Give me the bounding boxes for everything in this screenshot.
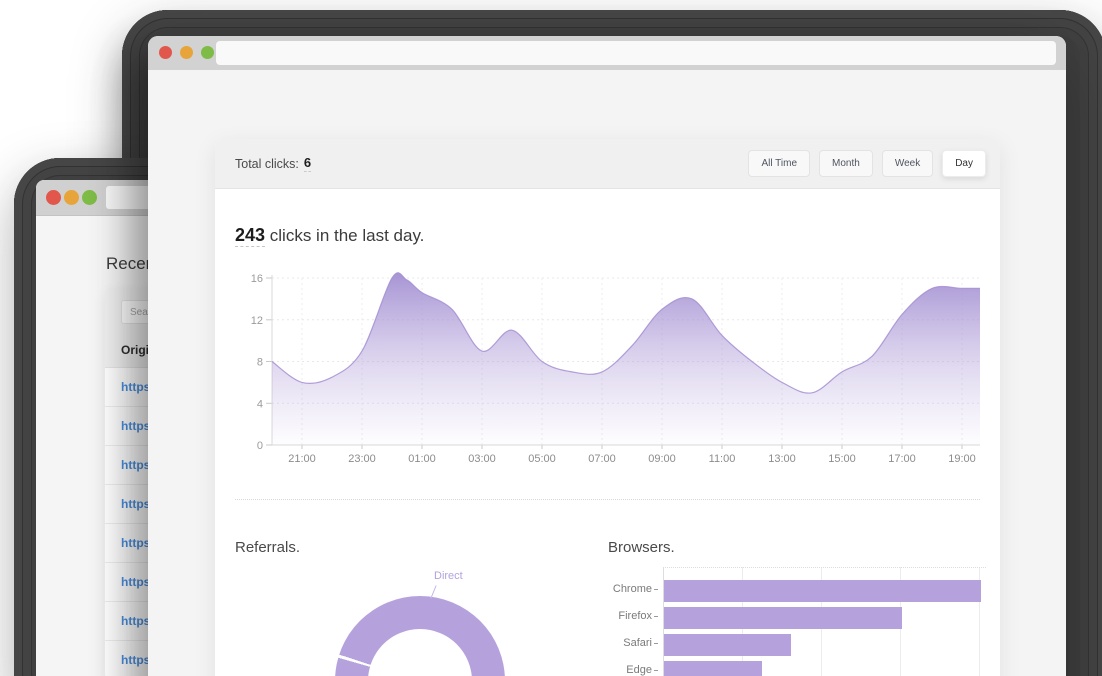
- svg-text:01:00: 01:00: [408, 453, 436, 465]
- stats-card-header: Total clicks: 6 All Time Month Week Day: [215, 139, 1000, 189]
- svg-text:11:00: 11:00: [709, 453, 736, 465]
- front-browser-window: Total clicks: 6 All Time Month Week Day 243…: [148, 36, 1066, 676]
- minimize-button[interactable]: [180, 46, 193, 59]
- svg-text:19:00: 19:00: [948, 453, 976, 465]
- maximize-button[interactable]: [201, 46, 214, 59]
- bar-chrome: [664, 580, 981, 602]
- total-clicks-label: Total clicks:: [235, 156, 299, 171]
- svg-text:8: 8: [257, 357, 263, 369]
- browsers-section-title: Browsers.: [608, 539, 675, 556]
- svg-text:17:00: 17:00: [888, 453, 916, 465]
- bar-label-chrome: Chrome: [548, 583, 658, 595]
- clicks-headline-number: 243: [235, 225, 266, 247]
- range-button-all-time[interactable]: All Time: [748, 150, 811, 177]
- bar-firefox: [664, 607, 902, 629]
- section-divider: [235, 499, 980, 500]
- close-button[interactable]: [46, 190, 61, 205]
- svg-text:13:00: 13:00: [768, 453, 796, 465]
- bar-label-edge: Edge: [548, 664, 658, 676]
- url-bar[interactable]: [216, 41, 1056, 65]
- svg-text:15:00: 15:00: [828, 453, 856, 465]
- referrals-section-title: Referrals.: [235, 539, 301, 556]
- svg-text:05:00: 05:00: [528, 453, 556, 465]
- clicks-headline-text: clicks in the last day.: [265, 226, 425, 245]
- stats-card: Total clicks: 6 All Time Month Week Day 243…: [215, 139, 1000, 676]
- range-button-day[interactable]: Day: [942, 150, 986, 177]
- bar-label-firefox: Firefox: [548, 610, 658, 622]
- svg-text:09:00: 09:00: [648, 453, 676, 465]
- svg-text:16: 16: [251, 273, 263, 285]
- maximize-button[interactable]: [82, 190, 97, 205]
- svg-text:07:00: 07:00: [588, 453, 616, 465]
- dashboard-page: Total clicks: 6 All Time Month Week Day 243…: [148, 70, 1066, 676]
- close-button[interactable]: [159, 46, 172, 59]
- browsers-bar-plot: [663, 567, 986, 676]
- svg-text:4: 4: [257, 398, 263, 410]
- svg-text:23:00: 23:00: [348, 453, 376, 465]
- svg-text:12: 12: [251, 315, 263, 327]
- clicks-area-chart: 21:00 23:00 01:00 03:00 05:00 07:00 09:00 11:00…: [234, 270, 980, 470]
- bar-safari: [664, 634, 791, 656]
- clicks-headline: 243 clicks in the last day.: [235, 225, 425, 247]
- bar-edge: [664, 661, 762, 676]
- svg-text:03:00: 03:00: [468, 453, 496, 465]
- total-clicks-value: 6: [303, 155, 312, 172]
- svg-text:21:00: 21:00: [288, 453, 316, 465]
- front-browser-toolbar: [148, 36, 1066, 71]
- minimize-button[interactable]: [64, 190, 79, 205]
- bar-label-safari: Safari: [548, 637, 658, 649]
- back-page-title: Recent: [106, 254, 160, 273]
- referrals-donut: [335, 596, 505, 676]
- range-button-month[interactable]: Month: [819, 150, 873, 177]
- range-button-week[interactable]: Week: [881, 150, 934, 177]
- donut-segment-label-direct: Direct: [434, 570, 463, 582]
- svg-text:0: 0: [257, 440, 263, 452]
- time-range-button-group: All Time Month Week Day: [748, 150, 986, 177]
